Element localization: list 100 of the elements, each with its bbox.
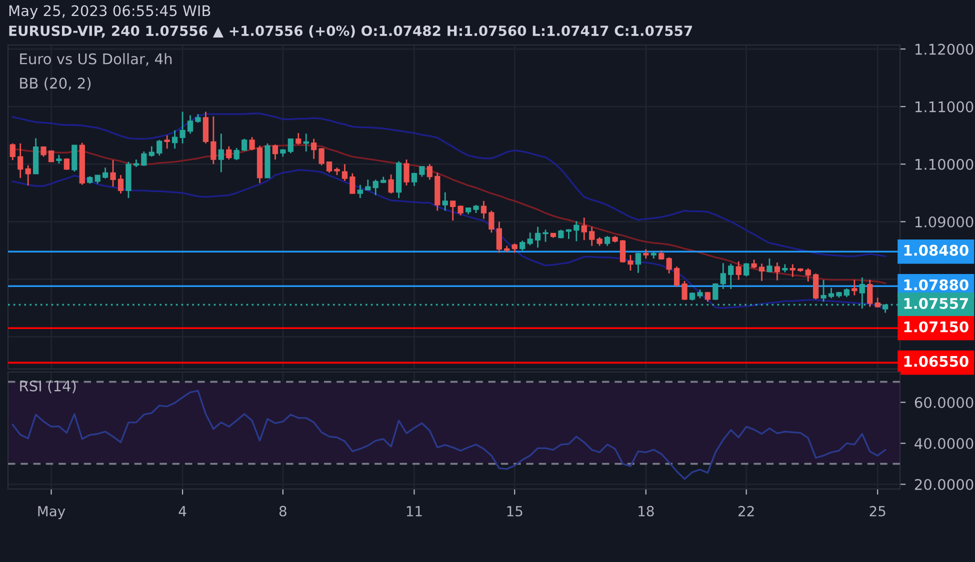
candlestick — [326, 161, 332, 174]
annotation: BB (20, 2) — [20, 77, 91, 90]
candlestick — [527, 232, 533, 246]
candlestick — [18, 142, 24, 179]
candlestick — [180, 111, 186, 144]
candlestick — [311, 138, 317, 160]
candlestick — [148, 146, 154, 158]
candlestick — [620, 239, 626, 264]
candlestick — [419, 166, 425, 178]
chart-title: Euro vs US Dollar, 4h — [20, 53, 172, 66]
y-tick-label: 60.0000 — [914, 397, 974, 408]
candlestick — [674, 266, 680, 288]
candlestick — [820, 279, 826, 302]
candlestick — [365, 178, 371, 191]
candlestick — [357, 184, 363, 199]
ref-line-label: 1.06550 — [904, 356, 968, 367]
candlestick — [628, 254, 634, 272]
candlestick — [218, 132, 224, 173]
candlestick — [728, 262, 734, 290]
candlestick — [288, 138, 294, 154]
text: May 25, 2023 06:55:45 WIB — [9, 5, 210, 20]
y-tick-label: 1.11000 — [915, 101, 974, 112]
candlestick — [388, 174, 394, 194]
candlestick — [226, 146, 232, 160]
candlestick — [272, 144, 278, 160]
x-tick-label: 25 — [870, 506, 886, 516]
ref-line-label: 1.07557 — [904, 298, 968, 309]
candlestick — [172, 129, 178, 150]
candlestick — [303, 132, 309, 152]
y-tick-label: 1.10000 — [915, 158, 974, 170]
candlestick — [828, 287, 834, 299]
x-tick-label: 4 — [178, 506, 186, 516]
candlestick — [666, 256, 672, 274]
x-tick-label: 15 — [507, 506, 522, 516]
candlestick — [242, 138, 248, 152]
candlestick — [164, 134, 170, 150]
candlestick — [141, 150, 147, 167]
candlestick — [426, 163, 432, 180]
candlestick — [758, 262, 765, 282]
candlestick — [604, 235, 610, 247]
candlestick — [480, 200, 487, 220]
x-tick-label: May — [38, 506, 66, 520]
candlestick — [187, 114, 194, 134]
x-tick-label: 8 — [279, 506, 286, 516]
line-series — [12, 112, 886, 258]
candlestick — [790, 264, 796, 278]
candlestick — [852, 279, 858, 296]
candlestick — [566, 228, 572, 240]
candlestick — [458, 204, 464, 216]
y-tick-label: 20.0000 — [914, 479, 974, 490]
candlestick — [635, 252, 642, 274]
candlestick — [736, 260, 742, 280]
candlestick — [234, 147, 240, 161]
candlestick — [210, 116, 216, 165]
candlestick — [450, 200, 456, 222]
candlestick — [318, 147, 324, 166]
candlestick — [813, 272, 819, 300]
candlestick — [805, 268, 811, 282]
candlestick — [720, 262, 726, 290]
candlestick — [102, 166, 108, 180]
candlestick — [766, 258, 772, 274]
candlestick — [682, 280, 688, 301]
candlestick — [712, 282, 718, 301]
candlestick — [350, 172, 356, 194]
x-tick-label: 22 — [738, 506, 754, 516]
candlestick — [774, 262, 780, 282]
candlestick — [110, 159, 116, 188]
candlestick — [296, 132, 302, 146]
candlestick — [743, 262, 750, 278]
candlestick — [156, 139, 162, 156]
candlestick — [643, 248, 649, 260]
candlestick — [874, 296, 880, 308]
candlestick — [25, 164, 31, 186]
candlestick — [488, 210, 494, 234]
candlestick — [372, 178, 378, 196]
ref-line-label: 1.08480 — [904, 244, 968, 256]
candlestick — [249, 136, 255, 152]
candlestick — [542, 229, 548, 243]
x-tick-label: 11 — [406, 506, 422, 516]
candlestick — [574, 220, 580, 242]
candlestick — [496, 220, 502, 254]
candlestick — [10, 142, 16, 161]
candlestick — [589, 226, 595, 247]
candlestick — [442, 192, 448, 212]
ref-line-label: 1.07880 — [904, 279, 968, 290]
candlestick — [342, 163, 348, 182]
text: RSI (14) — [20, 380, 76, 394]
y-tick-label: 1.12000 — [915, 44, 974, 55]
ref-line-label: 1.07150 — [904, 321, 968, 332]
candlestick — [534, 226, 541, 248]
y-tick-label: 1.09000 — [915, 216, 974, 228]
candlestick — [581, 216, 587, 241]
candlestick — [867, 279, 873, 308]
y-tick-label: 40.0000 — [914, 438, 974, 450]
candlestick — [411, 172, 418, 187]
candlestick — [118, 174, 124, 194]
candlestick — [512, 242, 518, 254]
candlestick — [520, 240, 526, 252]
candlestick — [404, 158, 410, 186]
x-tick-label: 18 — [638, 506, 654, 516]
